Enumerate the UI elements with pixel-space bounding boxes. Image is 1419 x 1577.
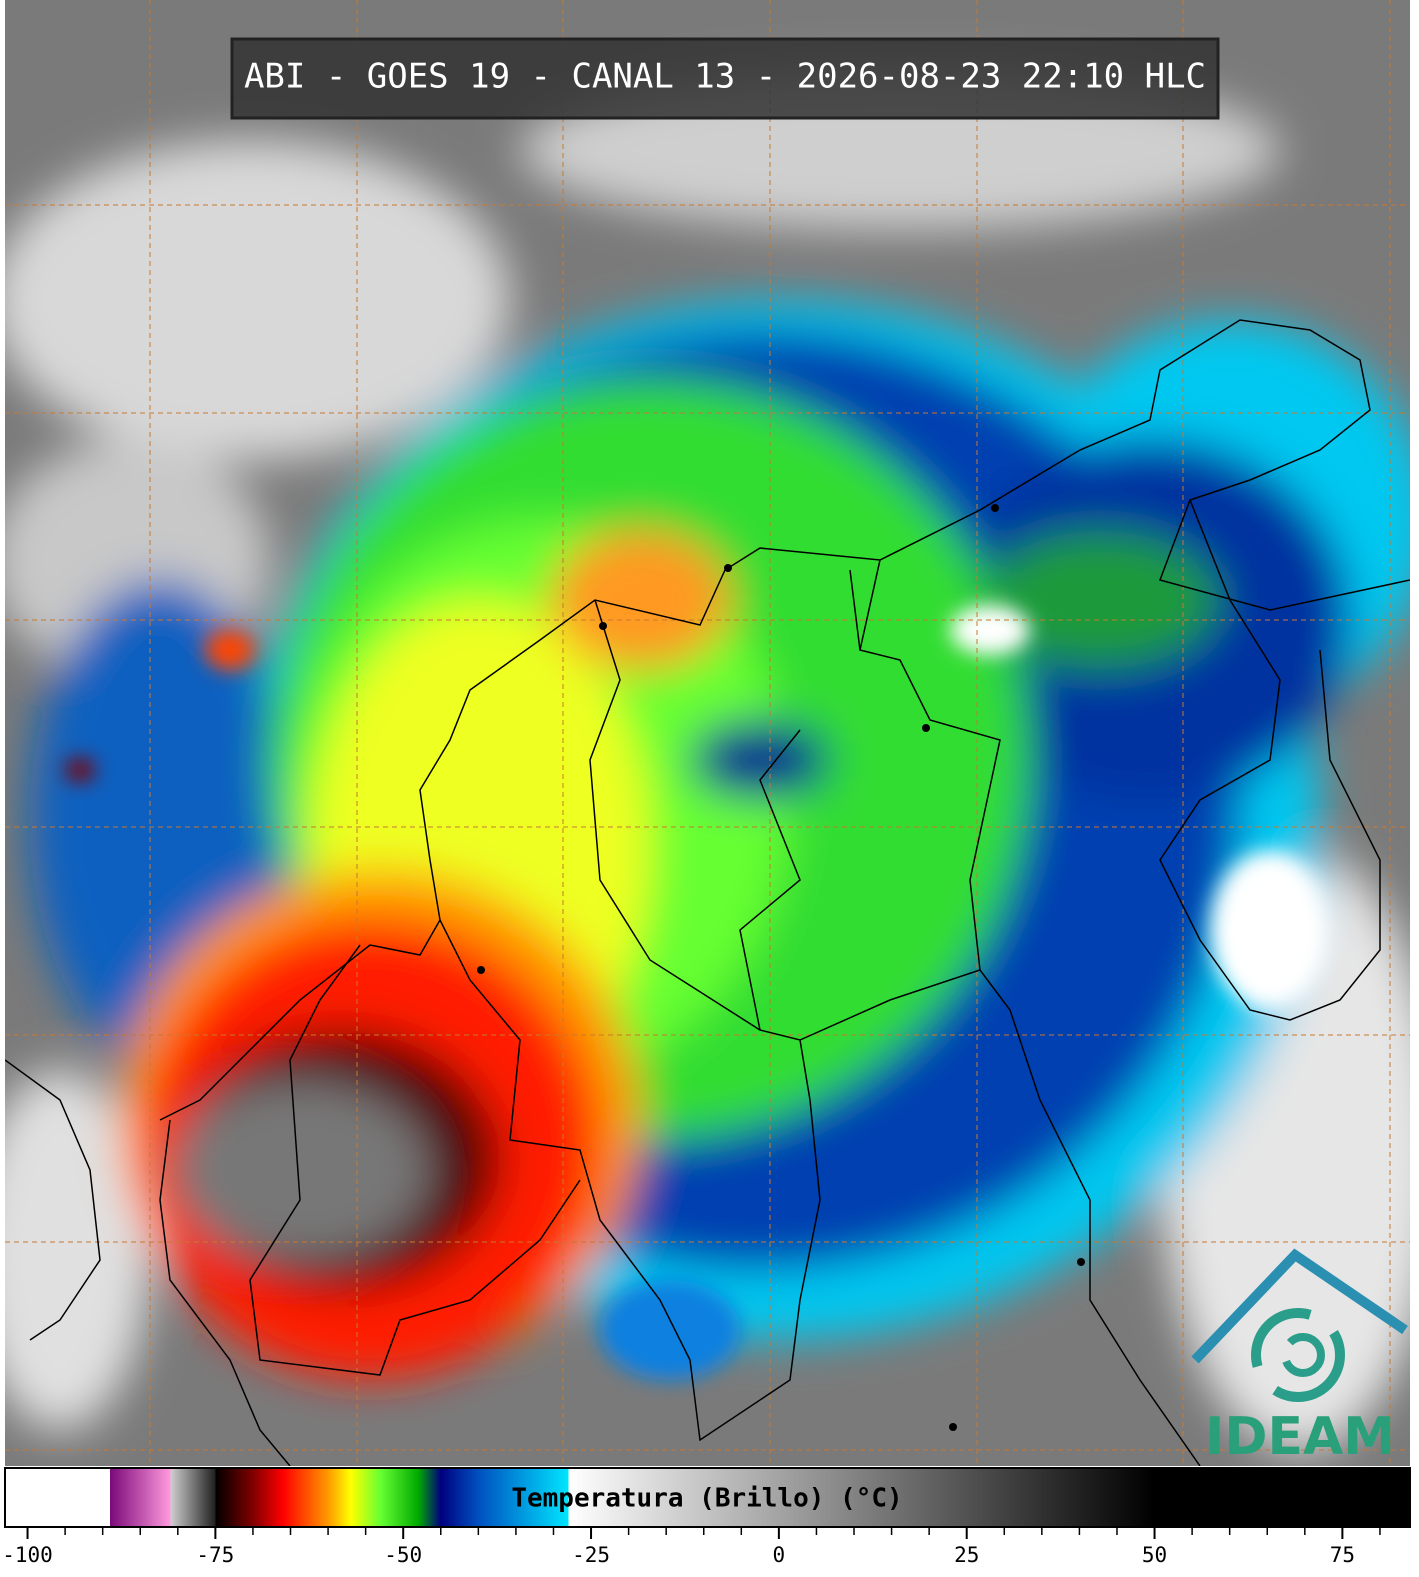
satellite-image: IDEAM xyxy=(5,0,1410,1467)
colorbar: Temperatura (Brillo) (°C) -100 -75 -50 -25 0… xyxy=(2,1467,1411,1567)
tick-label: -25 xyxy=(572,1543,610,1567)
tick-label: 75 xyxy=(1330,1543,1355,1567)
title: ABI - GOES 19 - CANAL 13 - 2026-08-23 22… xyxy=(244,57,1206,97)
borders xyxy=(5,319,1410,1466)
tick-label: -75 xyxy=(196,1543,234,1567)
city-dots xyxy=(477,504,1085,1431)
graticule xyxy=(5,0,1410,1466)
logo: IDEAM xyxy=(1191,1248,1408,1467)
colorbar-label: Temperatura (Brillo) (°C) xyxy=(511,1484,902,1514)
tick-label: 25 xyxy=(954,1543,979,1567)
tick-label: -100 xyxy=(2,1543,53,1567)
tick-label: -50 xyxy=(384,1543,422,1567)
colorbar-fill xyxy=(4,1467,1411,1528)
tick-label: 0 xyxy=(773,1543,786,1567)
logo-text: IDEAM xyxy=(1205,1407,1395,1467)
tick-label: 50 xyxy=(1142,1543,1167,1567)
title-box xyxy=(230,37,1220,120)
